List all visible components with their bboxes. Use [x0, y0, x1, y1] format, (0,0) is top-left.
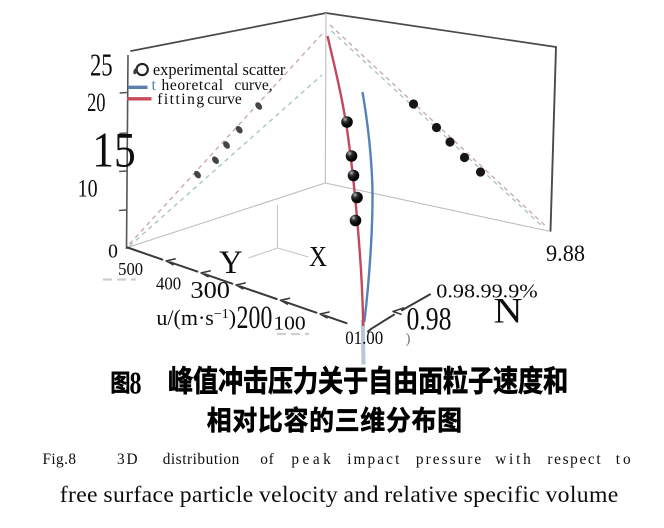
svg-text:300: 300 — [190, 278, 230, 304]
svg-text:0.98: 0.98 — [406, 302, 451, 338]
svg-text:with: with — [495, 451, 533, 468]
svg-text:curve: curve — [207, 91, 242, 108]
svg-text:X: X — [309, 240, 327, 272]
svg-text:3D: 3D — [117, 451, 139, 468]
svg-text:free surface particle velocity: free surface particle velocity and relat… — [60, 482, 619, 508]
svg-text:u/(m·s−1): u/(m·s−1) — [156, 305, 236, 330]
svg-text:10: 10 — [78, 174, 98, 202]
svg-text:20: 20 — [87, 88, 105, 117]
svg-text:0: 0 — [108, 241, 118, 262]
svg-text:pressure: pressure — [416, 451, 483, 468]
svg-text:impact: impact — [347, 451, 401, 468]
svg-text:8: 8 — [130, 366, 142, 401]
svg-text:of: of — [260, 451, 274, 468]
svg-text:t: t — [152, 77, 157, 94]
svg-text:500: 500 — [118, 259, 143, 278]
svg-text:curve,: curve, — [234, 77, 272, 94]
svg-text:Y: Y — [219, 245, 242, 281]
svg-text:to: to — [616, 451, 634, 468]
svg-text:distribution: distribution — [163, 451, 240, 468]
svg-text:9.88: 9.88 — [546, 241, 585, 266]
svg-text:100: 100 — [273, 313, 305, 334]
svg-text:respect: respect — [547, 451, 602, 468]
svg-text:N: N — [494, 291, 523, 330]
svg-text:400: 400 — [156, 274, 181, 293]
svg-text:Fig.8: Fig.8 — [43, 451, 77, 468]
svg-text:heoretcal: heoretcal — [162, 77, 224, 94]
svg-text:fitting: fitting — [157, 91, 205, 108]
svg-text:peak: peak — [291, 451, 334, 468]
svg-text:experimental scatter: experimental scatter — [153, 60, 286, 79]
svg-text:200: 200 — [237, 299, 273, 336]
svg-text:01.00: 01.00 — [345, 327, 383, 348]
svg-text:0.98.99.9%: 0.98.99.9% — [436, 279, 538, 302]
svg-text:15: 15 — [92, 123, 135, 178]
svg-text:25: 25 — [90, 48, 113, 84]
svg-text:): ) — [406, 331, 411, 347]
